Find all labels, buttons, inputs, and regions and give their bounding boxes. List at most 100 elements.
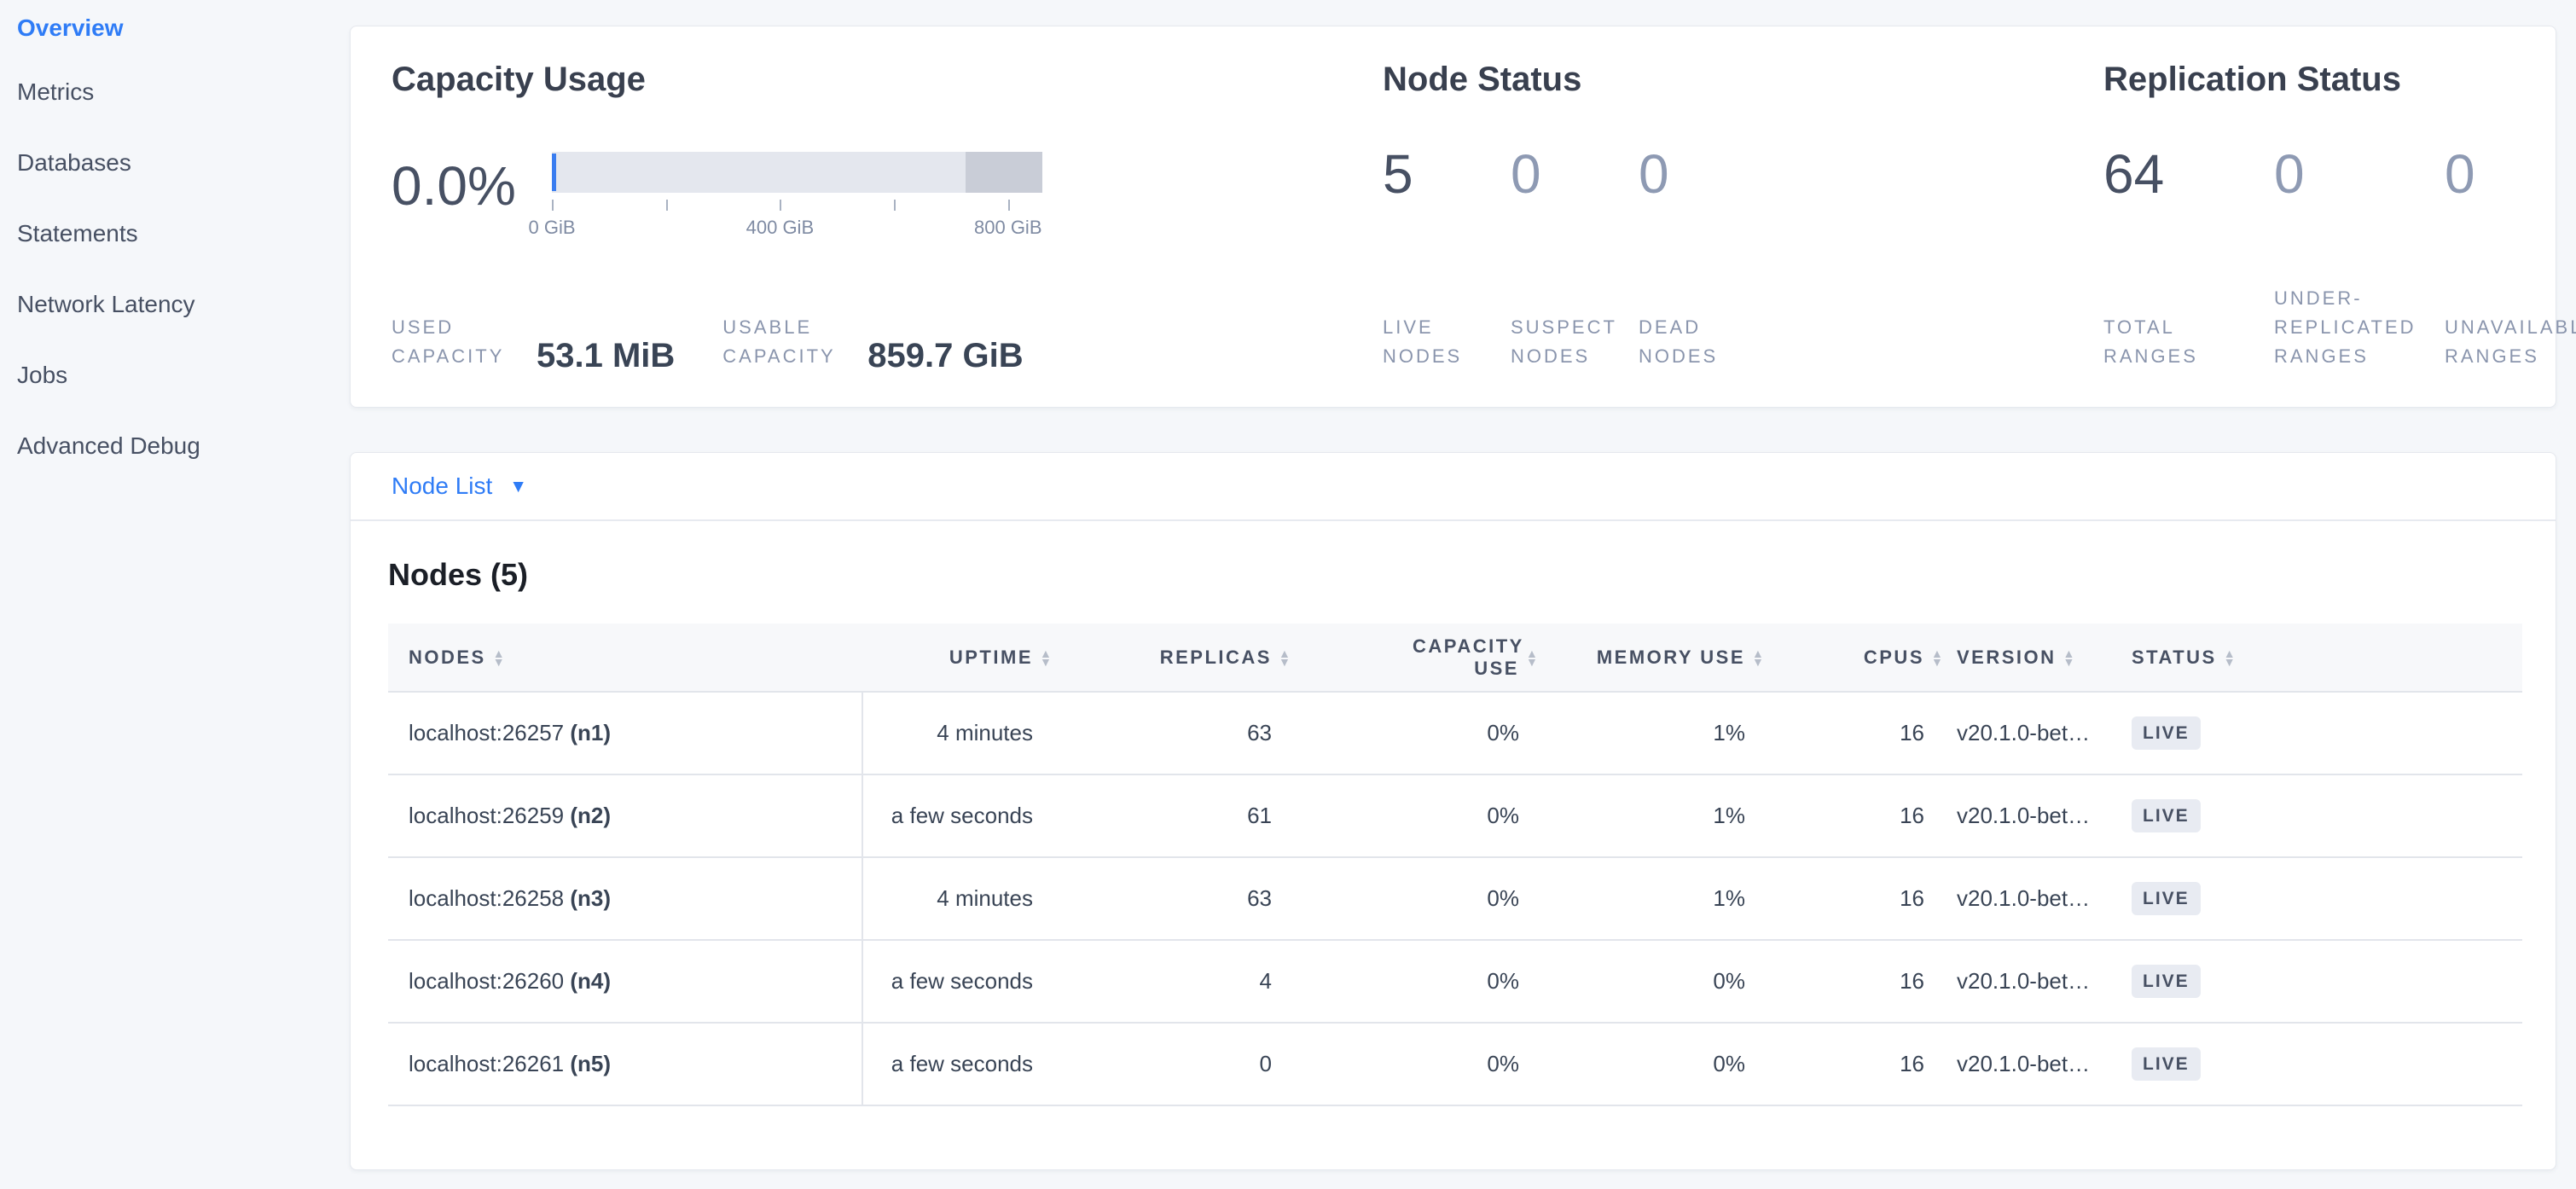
suspect-nodes-value: 0 <box>1511 143 1541 205</box>
suspect-nodes-stat: 0 SUSPECT NODES <box>1511 147 1639 371</box>
sort-icon: ▲ ▼ <box>492 646 508 669</box>
live-nodes-stat: 5 LIVE NODES <box>1383 147 1511 371</box>
node-version: v20.1.0-bet… <box>1950 774 2125 858</box>
column-label: NODES <box>409 646 486 668</box>
replication-status-title: Replication Status <box>2103 61 2401 98</box>
column-header-status[interactable]: STATUS ▲ ▼ <box>2125 624 2522 693</box>
node-uptime: 4 minutes <box>862 857 1059 941</box>
node-status-stats: 5 LIVE NODES 0 SUSPECT NODES 0 DEAD NODE… <box>1383 147 2103 373</box>
axis-label-800: 800 GiB <box>974 217 1042 238</box>
sidebar: Overview Metrics Databases Statements Ne… <box>0 0 350 1189</box>
column-label: CPUS <box>1863 646 1924 668</box>
node-capacity-use: 0% <box>1297 1023 1545 1106</box>
status-badge: LIVE <box>2132 965 2201 998</box>
sidebar-item-network-latency[interactable]: Network Latency <box>17 290 195 317</box>
sort-icon: ▲ ▼ <box>2223 646 2238 669</box>
node-id: (n4) <box>570 968 612 994</box>
capacity-stats: USED CAPACITY 53.1 MiB USABLE CAPACITY 8… <box>392 313 1383 374</box>
unavailable-ranges-label: UNAVAILABLE RANGES <box>2445 316 2576 367</box>
sort-icon: ▲ ▼ <box>1279 646 1293 669</box>
column-header-version[interactable]: VERSION ▲ ▼ <box>1950 624 2125 693</box>
node-version: v20.1.0-bet… <box>1950 857 2125 941</box>
capacity-axis-labels: 0 GiB 400 GiB 800 GiB <box>528 217 1042 241</box>
sort-icon: ▲ ▼ <box>2063 646 2077 669</box>
used-capacity-label: USED CAPACITY <box>392 316 505 367</box>
node-host: localhost:26257 <box>409 720 565 745</box>
column-header-replicas[interactable]: REPLICAS ▲ ▼ <box>1059 624 1297 693</box>
node-memory-use: 1% <box>1545 857 1771 941</box>
node-list-selector-label: Node List <box>392 473 493 499</box>
table-row-n3[interactable]: localhost:26258 (n3) 4 minutes 63 0% 1% … <box>388 857 2522 941</box>
column-label: REPLICAS <box>1159 646 1272 668</box>
sidebar-item-databases[interactable]: Databases <box>17 148 131 176</box>
node-address[interactable]: localhost:26259 (n2) <box>388 774 862 858</box>
node-address[interactable]: localhost:26258 (n3) <box>388 857 862 941</box>
axis-tick <box>1007 200 1010 211</box>
node-host: localhost:26261 <box>409 1051 565 1076</box>
node-id: (n1) <box>570 720 612 745</box>
table-header-row: NODES ▲ ▼ UPTIME ▲ ▼ REPLICAS ▲ ▼ CAPACITY USE… <box>388 624 2522 693</box>
live-nodes-value: 5 <box>1383 143 1413 205</box>
column-label: MEMORY USE <box>1596 646 1745 668</box>
column-header-capacity-use[interactable]: CAPACITY USE ▲ ▼ <box>1297 624 1545 693</box>
column-label: UPTIME <box>949 646 1033 668</box>
dead-nodes-label: DEAD NODES <box>1639 316 1719 367</box>
sidebar-item-overview[interactable]: Overview <box>17 14 124 41</box>
node-uptime: a few seconds <box>862 940 1059 1024</box>
status-badge: LIVE <box>2132 799 2201 832</box>
main-content: Capacity Usage 0.0% <box>350 0 2576 1170</box>
table-row-n5[interactable]: localhost:26261 (n5) a few seconds 0 0% … <box>388 1023 2522 1106</box>
node-status-cell: LIVE <box>2125 1023 2522 1106</box>
node-cpus: 16 <box>1771 692 1950 775</box>
total-ranges-value: 64 <box>2103 143 2165 205</box>
node-replicas: 61 <box>1059 774 1297 858</box>
node-host: localhost:26259 <box>409 803 565 828</box>
node-host: localhost:26258 <box>409 885 565 911</box>
usable-capacity-label: USABLE CAPACITY <box>722 316 836 367</box>
node-list-body: Nodes (5) NODES ▲ ▼ UPTIME ▲ ▼ <box>351 521 2556 1106</box>
under-replicated-ranges-stat: 0 UNDER-REPLICATED RANGES <box>2274 147 2445 371</box>
capacity-bar-chart: 0 GiB 400 GiB 800 GiB <box>528 152 1042 241</box>
node-replicas: 63 <box>1059 692 1297 775</box>
node-version: v20.1.0-bet… <box>1950 940 2125 1024</box>
node-address[interactable]: localhost:26261 (n5) <box>388 1023 862 1106</box>
sidebar-item-advanced-debug[interactable]: Advanced Debug <box>17 432 200 459</box>
table-row-n1[interactable]: localhost:26257 (n1) 4 minutes 63 0% 1% … <box>388 692 2522 775</box>
node-status-title: Node Status <box>1383 61 1582 98</box>
node-capacity-use: 0% <box>1297 774 1545 858</box>
node-memory-use: 0% <box>1545 940 1771 1024</box>
total-ranges-label: TOTAL RANGES <box>2103 316 2198 367</box>
chevron-down-icon: ▼ <box>509 476 528 496</box>
node-uptime: a few seconds <box>862 1023 1059 1106</box>
column-header-cpus[interactable]: CPUS ▲ ▼ <box>1771 624 1950 693</box>
sidebar-item-statements[interactable]: Statements <box>17 219 138 246</box>
table-row-n2[interactable]: localhost:26259 (n2) a few seconds 61 0%… <box>388 774 2522 858</box>
axis-tick <box>665 200 668 211</box>
sidebar-item-jobs[interactable]: Jobs <box>17 361 68 388</box>
axis-label-400: 400 GiB <box>746 217 815 238</box>
table-row-n4[interactable]: localhost:26260 (n4) a few seconds 4 0% … <box>388 940 2522 1024</box>
node-address[interactable]: localhost:26260 (n4) <box>388 940 862 1024</box>
node-id: (n3) <box>570 885 612 911</box>
node-address[interactable]: localhost:26257 (n1) <box>388 692 862 775</box>
sort-icon: ▲ ▼ <box>1931 646 1946 669</box>
node-list-view-selector[interactable]: Node List ▼ <box>351 453 2556 521</box>
column-header-uptime[interactable]: UPTIME ▲ ▼ <box>862 624 1059 693</box>
node-status-cell: LIVE <box>2125 774 2522 858</box>
column-label: CAPACITY USE <box>1413 635 1524 679</box>
under-replicated-ranges-value: 0 <box>2274 143 2305 205</box>
column-header-memory-use[interactable]: MEMORY USE ▲ ▼ <box>1545 624 1771 693</box>
node-replicas: 63 <box>1059 857 1297 941</box>
column-label: STATUS <box>2132 646 2217 668</box>
nodes-table: NODES ▲ ▼ UPTIME ▲ ▼ REPLICAS ▲ ▼ CAPACITY USE… <box>388 624 2522 1106</box>
sort-icon: ▲ ▼ <box>1040 646 1054 669</box>
column-header-nodes[interactable]: NODES ▲ ▼ <box>388 624 862 693</box>
used-capacity-stat: USED CAPACITY 53.1 MiB <box>392 313 675 374</box>
node-capacity-use: 0% <box>1297 857 1545 941</box>
node-uptime: a few seconds <box>862 774 1059 858</box>
node-cpus: 16 <box>1771 1023 1950 1106</box>
node-cpus: 16 <box>1771 774 1950 858</box>
node-capacity-use: 0% <box>1297 940 1545 1024</box>
sidebar-item-metrics[interactable]: Metrics <box>17 78 95 105</box>
